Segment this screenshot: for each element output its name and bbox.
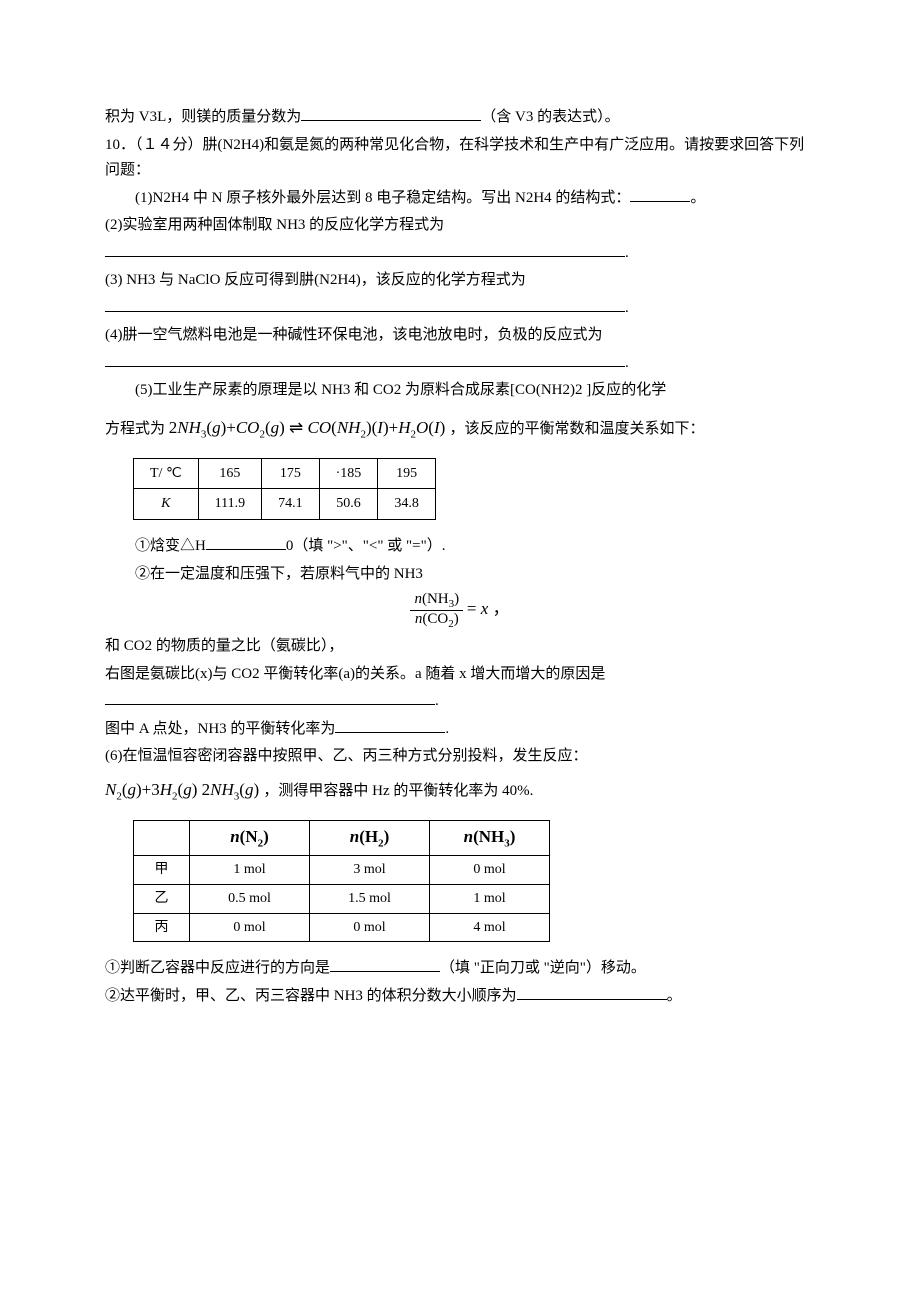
- temperature-k-table: T/ ℃ 165 175 ·185 195 K 111.9 74.1 50.6 …: [133, 458, 436, 521]
- q10-part3: (3) NH3 与 NaClO 反应可得到肼(N2H4)，该反应的化学方程式为: [105, 268, 815, 294]
- cell-value: 165: [198, 458, 261, 489]
- blank-direction: [330, 971, 440, 972]
- cell-header: n(N2): [190, 820, 310, 855]
- blank-long: [105, 366, 625, 367]
- text: .: [625, 355, 629, 371]
- cell-header: [134, 820, 190, 855]
- table-1-wrap: T/ ℃ 165 175 ·185 195 K 111.9 74.1 50.6 …: [133, 458, 815, 521]
- cell-value: 0 mol: [190, 913, 310, 942]
- blank-deltah: [206, 549, 286, 550]
- blank-reason: [105, 704, 435, 705]
- text: 方程式为: [105, 421, 165, 437]
- cell-label: 甲: [134, 856, 190, 885]
- cell-value: 1 mol: [430, 884, 550, 913]
- cell-value: 4 mol: [430, 913, 550, 942]
- cell-value: 175: [262, 458, 320, 489]
- feeding-table: n(N2) n(H2) n(NH3) 甲 1 mol 3 mol 0 mol 乙…: [133, 820, 550, 942]
- cell-value: 1 mol: [190, 856, 310, 885]
- ratio-suffix: = x ，: [467, 599, 510, 618]
- cell-label: K: [134, 489, 199, 520]
- q10-5-ratio-blank-line: .: [105, 689, 815, 715]
- text: (1)N2H4 中 N 原子核外最外层达到 8 电子稳定结构。写出 N2H4 的…: [135, 190, 630, 206]
- fraction: n(NH3) n(CO2): [410, 591, 463, 630]
- text: ，该反应的平衡常数和温度关系如下：: [450, 421, 705, 437]
- text: （填 "正向刀或 "逆向"）移动。: [440, 960, 646, 976]
- text: 。: [690, 190, 705, 206]
- q10-part2: (2)实验室用两种固体制取 NH3 的反应化学方程式为: [105, 213, 815, 239]
- cell-label: 乙: [134, 884, 190, 913]
- cell-value: 0 mol: [310, 913, 430, 942]
- q10-part1: (1)N2H4 中 N 原子核外最外层达到 8 电子稳定结构。写出 N2H4 的…: [105, 186, 815, 212]
- q10-part4-blank-line: .: [105, 351, 815, 377]
- q10-part6: (6)在恒温恒容密闭容器中按照甲、乙、丙三种方式分别投料，发生反应：: [105, 744, 815, 770]
- cell-label: T/ ℃: [134, 458, 199, 489]
- text: （含 V3 的表达式）。: [481, 109, 619, 125]
- table-row: 甲 1 mol 3 mol 0 mol: [134, 856, 550, 885]
- blank-long: [105, 311, 625, 312]
- cell-value: 0.5 mol: [190, 884, 310, 913]
- cell-value: 195: [378, 458, 436, 489]
- equation-1: 2NH3(g)+CO2(g) ⇌ CO(NH2)(I)+H2O(I): [169, 418, 450, 437]
- text: .: [625, 245, 629, 261]
- q10-5-a-point: 图中 A 点处，NH3 的平衡转化率为.: [105, 717, 815, 743]
- blank-long: [105, 256, 625, 257]
- q10-part5: (5)工业生产尿素的原理是以 NH3 和 CO2 为原料合成尿素[CO(NH2)…: [105, 378, 815, 404]
- table-2-wrap: n(N2) n(H2) n(NH3) 甲 1 mol 3 mol 0 mol 乙…: [133, 820, 815, 942]
- text: ①判断乙容器中反应进行的方向是: [105, 960, 330, 976]
- fraction-numerator: n(NH3): [410, 591, 463, 611]
- fraction-denominator: n(CO2): [410, 611, 463, 630]
- q10-6-sub1: ①判断乙容器中反应进行的方向是 （填 "正向刀或 "逆向"）移动。: [105, 956, 815, 982]
- q10-6-sub2: ②达平衡时，甲、乙、丙三容器中 NH3 的体积分数大小顺序为 。: [105, 984, 815, 1010]
- cell-value: 34.8: [378, 489, 436, 520]
- text: ，测得甲容器中 Hz 的平衡转化率为 40%.: [263, 783, 533, 799]
- text: ②达平衡时，甲、乙、丙三容器中 NH3 的体积分数大小顺序为: [105, 988, 517, 1004]
- q10-5-sub1: ①焓变△H 0（填 ">"、"<" 或 "="）.: [105, 534, 815, 560]
- cell-header: n(H2): [310, 820, 430, 855]
- cell-value: 111.9: [198, 489, 261, 520]
- equation-2: N2(g)+3H2(g) 2NH3(g): [105, 780, 263, 799]
- table-row: K 111.9 74.1 50.6 34.8: [134, 489, 436, 520]
- table-row: 丙 0 mol 0 mol 4 mol: [134, 913, 550, 942]
- text: .: [445, 721, 449, 737]
- text: .: [435, 693, 439, 709]
- q10-intro: 10．（１４分）肼(N2H4)和氨是氮的两种常见化合物，在科学技术和生产中有广泛…: [105, 133, 815, 184]
- cell-label: 丙: [134, 913, 190, 942]
- cell-value: ·185: [319, 458, 378, 489]
- table-row: 乙 0.5 mol 1.5 mol 1 mol: [134, 884, 550, 913]
- text: ①焓变△H: [135, 538, 206, 554]
- q10-part3-blank-line: .: [105, 296, 815, 322]
- text: .: [625, 300, 629, 316]
- blank-order: [517, 999, 667, 1000]
- cell-value: 3 mol: [310, 856, 430, 885]
- q10-5-ratio-text: 右图是氨碳比(x)与 CO2 平衡转化率(a)的关系。a 随着 x 增大而增大的…: [105, 662, 815, 688]
- blank-structure: [630, 201, 690, 202]
- text: 积为 V3L，则镁的质量分数为: [105, 109, 301, 125]
- cell-value: 0 mol: [430, 856, 550, 885]
- text: 图中 A 点处，NH3 的平衡转化率为: [105, 721, 335, 737]
- cell-header: n(NH3): [430, 820, 550, 855]
- text: 0（填 ">"、"<" 或 "="）.: [286, 538, 446, 554]
- q10-5-ratio-prefix: 和 CO2 的物质的量之比（氨碳比），: [105, 634, 815, 660]
- cell-value: 74.1: [262, 489, 320, 520]
- blank-a-point: [335, 732, 445, 733]
- q10-part4: (4)肼一空气燃料电池是一种碱性环保电池，该电池放电时，负极的反应式为: [105, 323, 815, 349]
- cell-value: 50.6: [319, 489, 378, 520]
- q10-part5-equation-line: 方程式为 2NH3(g)+CO2(g) ⇌ CO(NH2)(I)+H2O(I) …: [105, 414, 815, 444]
- q10-part6-eq-line: N2(g)+3H2(g) 2NH3(g) ，测得甲容器中 Hz 的平衡转化率为 …: [105, 776, 815, 806]
- cell-value: 1.5 mol: [310, 884, 430, 913]
- ratio-formula: n(NH3) n(CO2) = x ，: [105, 591, 815, 630]
- table-row: T/ ℃ 165 175 ·185 195: [134, 458, 436, 489]
- q10-5-sub2: ②在一定温度和压强下，若原料气中的 NH3: [105, 562, 815, 588]
- blank-v3: [301, 120, 481, 121]
- q10-part2-blank-line: .: [105, 241, 815, 267]
- table-row: n(N2) n(H2) n(NH3): [134, 820, 550, 855]
- text: 。: [667, 988, 682, 1004]
- prev-question-tail: 积为 V3L，则镁的质量分数为 （含 V3 的表达式）。: [105, 105, 815, 131]
